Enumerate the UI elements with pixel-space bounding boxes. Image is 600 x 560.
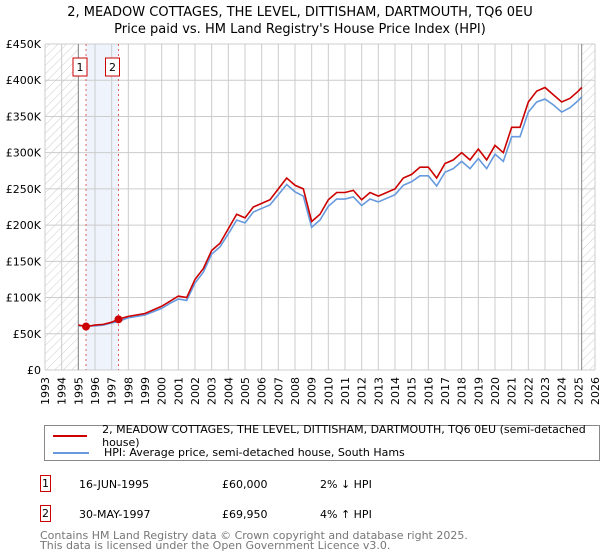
sale-marker-box xyxy=(105,57,120,77)
transaction-price: £69,950 xyxy=(222,508,268,521)
legend: 2, MEADOW COTTAGES, THE LEVEL, DITTISHAM… xyxy=(44,423,600,461)
y-tick-label: £400K xyxy=(6,74,42,87)
x-tick-label: 2015 xyxy=(406,377,419,405)
x-tick-label: 1996 xyxy=(89,377,102,405)
x-tick-label: 1997 xyxy=(106,377,119,405)
transaction-hpi: 2% ↓ HPI xyxy=(320,478,372,491)
x-tick-label: 2012 xyxy=(356,377,369,405)
marker-badge: 1 xyxy=(40,475,51,492)
x-tick-label: 2001 xyxy=(172,377,185,405)
y-tick-label: £350K xyxy=(6,110,42,123)
sale-point xyxy=(82,322,90,331)
y-tick-label: £100K xyxy=(6,292,42,305)
x-tick-label: 2006 xyxy=(256,377,269,405)
legend-item-property: 2, MEADOW COTTAGES, THE LEVEL, DITTISHAM… xyxy=(45,423,599,449)
legend-label-property: 2, MEADOW COTTAGES, THE LEVEL, DITTISHAM… xyxy=(102,422,586,449)
transaction-hpi: 4% ↑ HPI xyxy=(320,508,372,521)
legend-red-line xyxy=(53,434,88,437)
x-tick-label: 2008 xyxy=(289,377,302,405)
x-tick-label: 2011 xyxy=(339,377,352,405)
y-tick-label: £300K xyxy=(6,147,42,160)
transaction-row: 1 16-JUN-1995 £60,000 2% ↓ HPI xyxy=(0,475,600,495)
marker-badge: 2 xyxy=(40,505,51,522)
x-tick-label: 2013 xyxy=(372,377,385,405)
hatched-region-after xyxy=(581,44,595,370)
sale-period-shading xyxy=(86,44,119,370)
title-line-1: 2, MEADOW COTTAGES, THE LEVEL, DITTISHAM… xyxy=(67,5,533,20)
legend-item-hpi: HPI: Average price, semi-detached house,… xyxy=(45,444,405,461)
transaction-row: 2 30-MAY-1997 £69,950 4% ↑ HPI xyxy=(0,505,600,525)
x-tick-label: 2018 xyxy=(456,377,469,405)
y-tick-label: £250K xyxy=(6,183,42,196)
y-tick-label: £150K xyxy=(6,255,42,268)
property-series-line xyxy=(78,86,583,328)
x-tick-label: 2022 xyxy=(522,377,535,405)
x-tick-label: 2021 xyxy=(506,377,519,405)
x-tick-label: 2009 xyxy=(306,377,319,405)
title-line-2: Price paid vs. HM Land Registry's House … xyxy=(114,22,486,37)
hatched-region-before xyxy=(45,44,79,370)
x-tick-label: 2019 xyxy=(472,377,485,405)
transaction-date: 16-JUN-1995 xyxy=(79,478,150,491)
x-tick-label: 2004 xyxy=(222,377,235,405)
x-tick-label: 1995 xyxy=(72,377,85,405)
footer: Contains HM Land Registry data © Crown c… xyxy=(40,529,468,552)
sale-point xyxy=(114,315,123,324)
x-tick-label: 2024 xyxy=(556,377,569,405)
x-tick-label: 1993 xyxy=(39,377,52,405)
x-tick-label: 1998 xyxy=(122,377,135,405)
x-tick-label: 2005 xyxy=(239,377,252,405)
x-tick-label: 1994 xyxy=(56,377,69,405)
x-tick-label: 2025 xyxy=(572,377,585,405)
x-tick-label: 2016 xyxy=(422,377,435,405)
x-tick-label: 2017 xyxy=(439,377,452,405)
x-tick-label: 2007 xyxy=(272,377,285,405)
x-tick-label: 2026 xyxy=(589,377,600,405)
x-tick-label: 2003 xyxy=(206,377,219,405)
x-tick-label: 2002 xyxy=(189,377,202,405)
legend-label-hpi: HPI: Average price, semi-detached house,… xyxy=(104,446,405,459)
legend-blue-line xyxy=(53,451,89,454)
sale-marker-label: 1 xyxy=(77,61,84,74)
hpi-series-line xyxy=(78,96,583,327)
sale-marker-box xyxy=(72,57,88,77)
transaction-price: £60,000 xyxy=(222,478,268,491)
y-tick-label: £0 xyxy=(27,364,41,377)
y-tick-label: £50K xyxy=(13,328,42,341)
x-tick-label: 2023 xyxy=(539,377,552,405)
sale-marker-label: 2 xyxy=(109,61,116,74)
x-tick-label: 2020 xyxy=(489,377,502,405)
footer-line-1: Contains HM Land Registry data © Crown c… xyxy=(40,529,468,542)
x-tick-label: 2000 xyxy=(156,377,169,405)
x-tick-label: 2010 xyxy=(322,377,335,405)
footer-line-2: This data is licensed under the Open Gov… xyxy=(40,539,391,552)
chart-title: 2, MEADOW COTTAGES, THE LEVEL, DITTISHAM… xyxy=(0,4,600,38)
x-tick-label: 1999 xyxy=(139,377,152,405)
x-tick-label: 2014 xyxy=(389,377,402,405)
transaction-date: 30-MAY-1997 xyxy=(79,508,151,521)
y-tick-label: £200K xyxy=(6,219,42,232)
y-tick-label: £450K xyxy=(6,38,42,51)
price-chart: 1993 1994 1995 1996 1997 1998 1999 2000 2001 2002… xyxy=(6,38,600,405)
